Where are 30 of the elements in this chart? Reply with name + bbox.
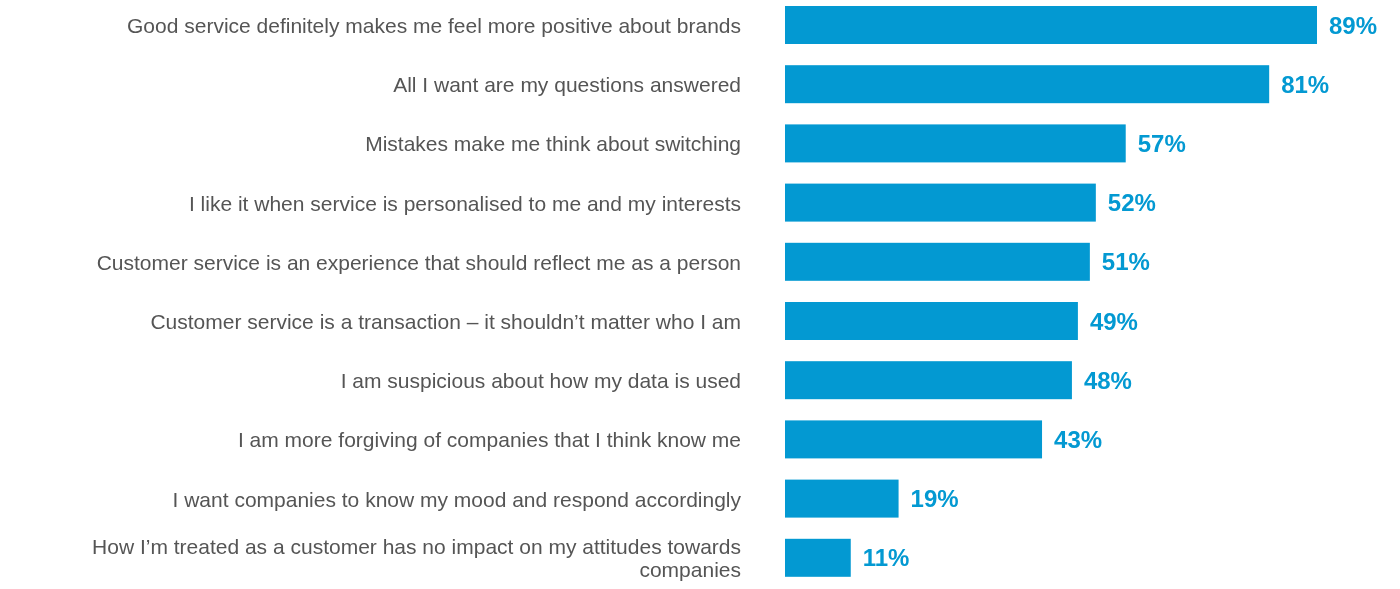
data-label: 81% [1281,70,1330,98]
bar [785,302,1078,340]
data-label: 48% [1083,366,1132,394]
data-label: 89% [1329,11,1378,39]
bar [785,242,1090,281]
y-tick-label: All I want are my questions answered [393,72,741,96]
bar [785,6,1317,44]
y-tick-label: Customer service is a transaction – it shouldn’t matter who I am [150,309,741,333]
y-tick-label: Customer service is an experience that should reflect me as a person [96,250,741,274]
bar [785,65,1270,104]
y-tick-label: I want companies to know my mood and respond accordingly [172,487,742,511]
bar [785,183,1096,222]
bar [785,361,1072,400]
y-tick-label: I am more forgiving of companies that I think know me [237,427,741,451]
data-label: 52% [1107,189,1156,217]
y-tick-label: How I’m treated as a customer has no impact on my attitudes towards companies [92,534,741,581]
y-tick-label: I am suspicious about how my data is used [340,368,741,392]
bar [785,479,899,518]
data-label: 19% [910,485,959,513]
bar [785,124,1126,163]
data-label: 57% [1137,129,1186,157]
bar [785,420,1043,459]
y-tick-label: Mistakes make me think about switching [365,131,741,155]
data-label: 11% [862,544,910,572]
y-tick-label: I like it when service is personalised to me and my interests [188,191,741,215]
data-label: 43% [1054,425,1103,453]
data-label: 49% [1089,307,1138,335]
y-tick-label: Good service definitely makes me feel more positive about brands [127,13,741,37]
data-label: 51% [1101,248,1150,276]
bar [785,538,851,577]
